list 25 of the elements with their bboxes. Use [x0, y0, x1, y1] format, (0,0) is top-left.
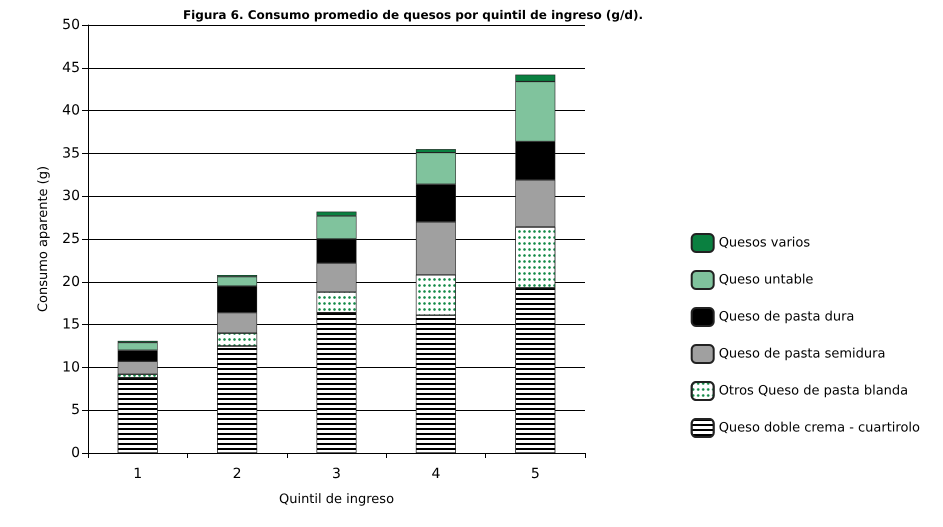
x-tick-label: 3	[332, 466, 341, 482]
y-tick-label: 25	[62, 231, 80, 247]
y-tick-label: 15	[62, 316, 80, 333]
y-tick-label: 40	[62, 102, 80, 119]
legend-label: Queso doble crema - cuartirolo	[718, 420, 920, 436]
y-tick-label: 30	[62, 188, 80, 204]
y-tick-label: 50	[62, 17, 80, 33]
legend-label: Queso de pasta dura	[718, 310, 854, 324]
legend-label: Otros Queso de pasta blanda	[718, 384, 908, 398]
legend-label: Queso untable	[718, 272, 814, 288]
x-tick-label: 5	[530, 466, 540, 482]
y-axis-title: Consumo aparente (g)	[36, 166, 51, 312]
y-tick-label: 5	[71, 402, 80, 418]
y-tick-label: 10	[62, 359, 80, 376]
x-tick-label: 2	[232, 466, 242, 482]
legend-label: Queso de pasta semidura	[718, 346, 886, 362]
y-tick-label: 20	[62, 274, 80, 290]
legend-label: Quesos varios	[718, 236, 810, 250]
chart-title: Figura 6. Consumo promedio de quesos por quintil de ingreso (g/d).	[182, 8, 644, 22]
x-axis-title: Quintil de ingreso	[278, 492, 394, 507]
x-tick-label: 4	[431, 466, 440, 482]
y-tick-label: 45	[62, 60, 80, 76]
y-tick-label: 0	[71, 445, 80, 461]
x-tick-label: 1	[133, 466, 142, 482]
y-tick-label: 35	[62, 145, 80, 162]
